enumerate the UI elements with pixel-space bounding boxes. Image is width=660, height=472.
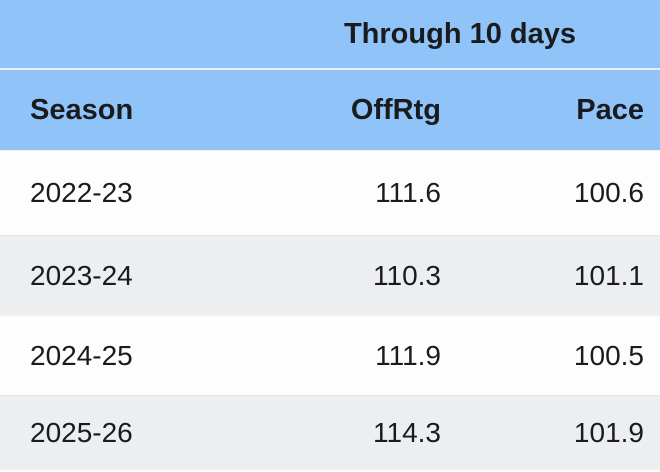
offrtg-cell: 111.9 [375, 339, 441, 371]
season-cell: 2022-23 [30, 177, 133, 208]
table-row-2024-25: 2024-25 111.9 100.5 [0, 315, 660, 395]
offrtg-cell: 110.3 [373, 259, 441, 291]
column-header-offrtg: OffRtg [350, 93, 441, 126]
season-cell: 2024-25 [30, 339, 133, 371]
offrtg-cell: 114.3 [373, 417, 441, 448]
table-row-2022-23: 2022-23 111.6 100.6 [0, 150, 660, 235]
pace-cell: 101.9 [573, 417, 644, 448]
column-header-pace: Pace [576, 93, 644, 126]
table-title-band: Through 10 days [0, 0, 660, 70]
table-title: Through 10 days [343, 17, 577, 50]
pace-cell: 100.5 [573, 339, 644, 371]
column-header-season: Season [30, 93, 134, 126]
season-cell: 2023-24 [30, 259, 133, 291]
season-cell: 2025-26 [30, 417, 133, 448]
table-row-2025-26: 2025-26 114.3 101.9 [0, 395, 660, 470]
offrtg-cell: 111.6 [375, 177, 441, 208]
pace-cell: 100.6 [573, 177, 644, 208]
pace-cell: 101.1 [573, 259, 644, 291]
table-header-row: Season OffRtg Pace [0, 70, 660, 150]
table-row-2023-24: 2023-24 110.3 101.1 [0, 235, 660, 315]
